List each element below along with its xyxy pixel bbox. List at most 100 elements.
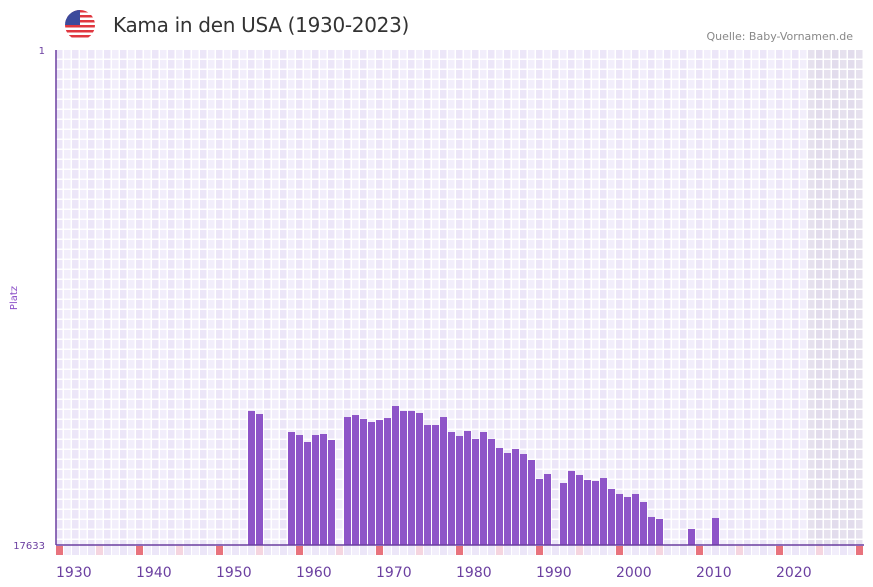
grid-cell — [416, 230, 423, 239]
grid-cell — [56, 260, 63, 269]
grid-cell — [560, 320, 567, 329]
grid-cell — [472, 120, 479, 129]
grid-cell — [680, 100, 687, 109]
grid-cell — [512, 350, 519, 359]
grid-cell — [168, 220, 175, 229]
grid-cell — [592, 180, 599, 189]
grid-cell — [792, 440, 799, 449]
grid-cell — [736, 140, 743, 149]
grid-cell — [176, 100, 183, 109]
grid-cell — [656, 360, 663, 369]
grid-cell — [144, 270, 151, 279]
grid-cell — [720, 380, 727, 389]
grid-cell — [496, 150, 503, 159]
grid-cell — [848, 170, 855, 179]
grid-cell — [256, 300, 263, 309]
grid-cell — [296, 300, 303, 309]
grid-cell — [160, 380, 167, 389]
grid-cell — [160, 140, 167, 149]
grid-cell — [96, 330, 103, 339]
grid-cell — [544, 430, 551, 439]
grid-cell — [488, 360, 495, 369]
grid-cell — [344, 260, 351, 269]
grid-cell — [456, 230, 463, 239]
grid-cell — [360, 240, 367, 249]
grid-cell — [400, 320, 407, 329]
grid-cell — [128, 460, 135, 469]
grid-cell — [200, 180, 207, 189]
grid-cell — [144, 390, 151, 399]
grid-cell — [704, 180, 711, 189]
grid-cell — [168, 390, 175, 399]
grid-cell — [568, 60, 575, 69]
grid-cell — [608, 280, 615, 289]
grid-cell — [648, 320, 655, 329]
source-link[interactable]: Quelle: Baby-Vornamen.de — [706, 30, 853, 43]
grid-cell — [616, 160, 623, 169]
grid-cell — [656, 120, 663, 129]
grid-cell — [56, 160, 63, 169]
grid-cell — [496, 100, 503, 109]
grid-cell — [56, 470, 63, 479]
grid-cell — [144, 180, 151, 189]
grid-cell — [88, 60, 95, 69]
grid-cell — [216, 320, 223, 329]
grid-cell — [200, 240, 207, 249]
grid-cell — [488, 330, 495, 339]
grid-cell — [848, 190, 855, 199]
grid-cell — [176, 470, 183, 479]
grid-cell — [120, 370, 127, 379]
grid-cell — [72, 480, 79, 489]
grid-cell — [184, 300, 191, 309]
grid-cell — [600, 470, 607, 479]
grid-cell — [688, 500, 695, 509]
grid-cell — [296, 120, 303, 129]
grid-cell — [264, 100, 271, 109]
grid-cell — [712, 50, 719, 59]
grid-cell — [456, 330, 463, 339]
grid-cell — [128, 180, 135, 189]
grid-cell — [560, 390, 567, 399]
grid-cell — [280, 150, 287, 159]
grid-cell — [848, 400, 855, 409]
grid-cell — [424, 150, 431, 159]
grid-cell — [96, 350, 103, 359]
grid-cell — [504, 300, 511, 309]
grid-cell — [496, 310, 503, 319]
grid-cell — [584, 220, 591, 229]
grid-cell — [144, 420, 151, 429]
grid-cell — [160, 290, 167, 299]
grid-cell — [744, 440, 751, 449]
grid-cell — [608, 380, 615, 389]
grid-cell — [464, 50, 471, 59]
grid-cell — [848, 210, 855, 219]
grid-cell — [808, 140, 815, 149]
grid-cell — [80, 340, 87, 349]
grid-cell — [544, 50, 551, 59]
grid-cell — [128, 310, 135, 319]
grid-cell — [232, 340, 239, 349]
grid-cell — [768, 420, 775, 429]
grid-cell — [648, 310, 655, 319]
grid-cell — [840, 170, 847, 179]
grid-cell — [800, 130, 807, 139]
grid-cell — [592, 460, 599, 469]
grid-cell — [776, 130, 783, 139]
grid-cell — [384, 80, 391, 89]
grid-cell — [152, 100, 159, 109]
grid-cell — [672, 530, 679, 539]
grid-cell — [296, 260, 303, 269]
grid-cell — [584, 80, 591, 89]
grid-cell — [832, 410, 839, 419]
grid-cell — [536, 150, 543, 159]
grid-cell — [192, 280, 199, 289]
grid-cell — [408, 240, 415, 249]
grid-cell — [408, 390, 415, 399]
grid-cell — [760, 450, 767, 459]
grid-cell — [840, 460, 847, 469]
grid-cell — [496, 140, 503, 149]
grid-cell — [240, 270, 247, 279]
grid-cell — [664, 420, 671, 429]
grid-cell — [168, 320, 175, 329]
grid-cell — [80, 330, 87, 339]
